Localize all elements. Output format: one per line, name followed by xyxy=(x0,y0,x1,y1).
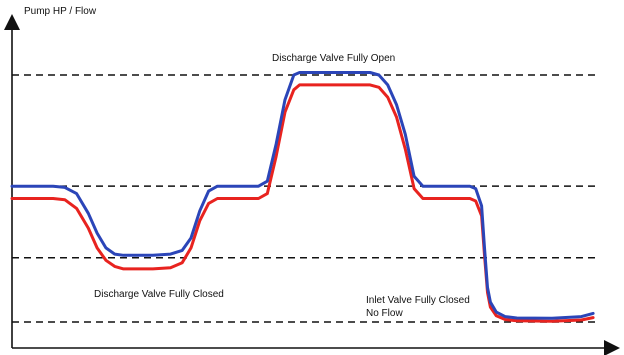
series-line-1 xyxy=(10,71,595,320)
annotation-no-flow: No Flow xyxy=(366,308,403,319)
series-line-2 xyxy=(10,83,595,323)
annotation-discharge-open: Discharge Valve Fully Open xyxy=(272,53,395,64)
annotation-discharge-closed: Discharge Valve Fully Closed xyxy=(94,289,224,300)
reference-lines xyxy=(12,74,596,323)
y-axis-label: Pump HP / Flow xyxy=(24,6,97,17)
annotation-inlet-closed: Inlet Valve Fully Closed xyxy=(366,295,470,306)
series-lines xyxy=(10,71,595,323)
